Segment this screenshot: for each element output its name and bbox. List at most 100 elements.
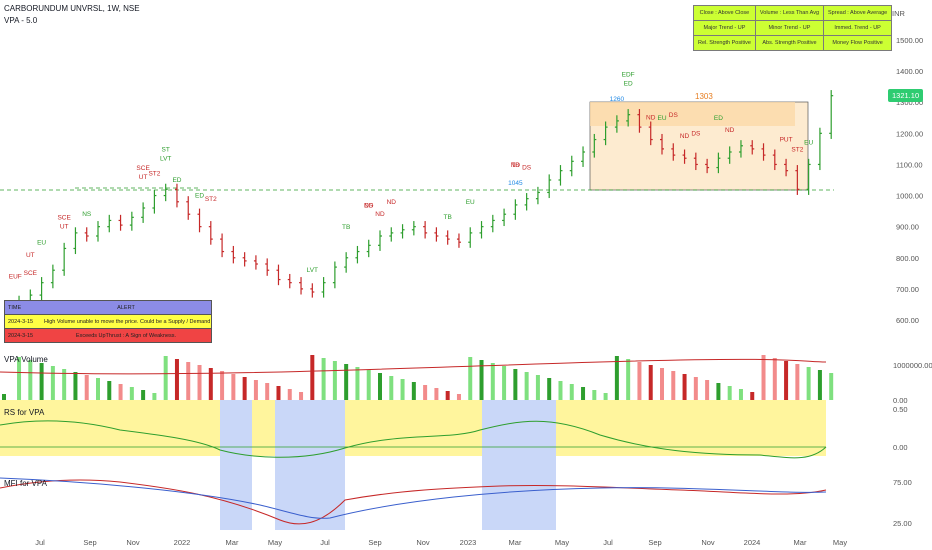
volume-bar [220, 371, 225, 400]
volume-tick: 0.00 [893, 396, 908, 405]
mfi-tick: 25.00 [893, 519, 912, 528]
price-tick: 900.00 [896, 223, 919, 232]
volume-bar [513, 369, 518, 400]
rs-lines [0, 420, 827, 459]
volume-bar [637, 362, 642, 400]
last-price-badge: 1321.10 [888, 89, 924, 102]
time-tick: Jul [603, 538, 613, 547]
volume-bar [502, 366, 507, 400]
volume-bar [299, 392, 304, 400]
volume-bar [682, 374, 687, 400]
price-axis[interactable]: 1500.00 1400.00 1300.00 1200.00 1100.00 1000.… [893, 36, 932, 528]
volume-bar [28, 360, 33, 400]
signal-label: DS [669, 112, 679, 119]
signal-label: ED [624, 81, 633, 88]
info-cell: Minor Trend - UP [754, 20, 825, 36]
volume-bar [772, 358, 777, 400]
volume-bar [231, 374, 236, 400]
info-cell: Abs. Strength Positive [754, 35, 825, 51]
signal-label: ND [680, 133, 690, 140]
signal-label: ST2 [205, 196, 217, 203]
signal-label: ST2 [148, 171, 160, 178]
volume-bar [671, 371, 676, 400]
range-box-label: 1303 [695, 92, 713, 101]
volume-bar [490, 363, 495, 400]
volume-bar [107, 381, 112, 400]
rs-pane-label[interactable]: RS for VPA [4, 408, 45, 417]
volume-bar [366, 370, 371, 400]
volume-bar [784, 361, 789, 400]
signal-label: PUT [780, 137, 793, 144]
volume-bar [434, 388, 439, 400]
time-tick: Mar [794, 538, 807, 547]
info-cell: Volume : Less Than Avg [754, 5, 825, 21]
time-tick: May [268, 538, 282, 547]
volume-bar [50, 366, 55, 400]
volume-bar [705, 380, 710, 400]
signal-label: EU [466, 199, 475, 206]
time-tick: 2023 [460, 538, 477, 547]
signal-label: DS [522, 165, 532, 172]
mfi-pane-label[interactable]: MFI for VPA [4, 479, 47, 488]
price-tick: 1000.00 [896, 192, 923, 201]
volume-bar [253, 380, 258, 400]
mfi-pane-bg [0, 462, 826, 530]
currency-label: INR [892, 9, 905, 18]
signal-label: SCE [24, 270, 38, 277]
signal-label: ST2 [791, 146, 803, 153]
price-tick: 1200.00 [896, 129, 923, 138]
volume-bar [727, 386, 732, 400]
signal-label: SCE [57, 214, 71, 221]
range-box-top [590, 102, 795, 126]
volume-bar [208, 368, 213, 400]
signal-label: UT [26, 252, 35, 259]
info-cell: Immed. Trend - UP [823, 20, 893, 36]
volume-bar [614, 356, 619, 400]
volume-bar [310, 355, 315, 400]
volume-bar [795, 364, 800, 400]
volume-bar [141, 390, 146, 400]
rs-line [0, 420, 827, 459]
volume-bar [39, 363, 44, 400]
rs-pane-blue-2 [275, 400, 345, 530]
volume-bar [592, 390, 597, 400]
signal-label: LVT [307, 267, 318, 274]
signal-label: ND [387, 199, 397, 206]
time-axis[interactable]: Jul Sep Nov 2022 Mar May Jul Sep Nov 2023 Mar May Ju… [35, 538, 847, 547]
signal-label: UT [139, 174, 148, 181]
indicator-name[interactable]: VPA - 5.0 [4, 16, 38, 25]
price-tick: 1500.00 [896, 36, 923, 45]
info-cell: Close : Above Close [693, 5, 756, 21]
volume-bar [750, 392, 755, 400]
time-tick: Sep [648, 538, 661, 547]
volume-bar [186, 362, 191, 400]
time-tick: Jul [35, 538, 45, 547]
volume-average-line [0, 358, 827, 375]
alert-box: TIME ALERT 2024-3-15 High Volume unable … [4, 300, 212, 343]
volume-bar [321, 358, 326, 400]
volume-bar [547, 378, 552, 400]
mfi-lines [0, 477, 827, 525]
volume-bar [62, 369, 67, 400]
alert-alert-header: ALERT [117, 304, 135, 311]
time-tick: Sep [368, 538, 381, 547]
vpa-info-table: Close : Above Close Volume : Less Than A… [693, 5, 893, 51]
info-cell: Rel. Strength Positive [693, 35, 756, 51]
volume-bar [829, 373, 834, 400]
volume-bar [693, 377, 698, 400]
price-tick: 800.00 [896, 254, 919, 263]
signal-label: EDF [622, 72, 635, 79]
signal-label: 1045 [508, 180, 523, 187]
volume-bar [118, 384, 123, 400]
signal-label: ST [162, 146, 170, 153]
mfi-tick: 75.00 [893, 478, 912, 487]
signal-label: TB [511, 162, 519, 169]
volume-pane-label[interactable]: VPA Volume [4, 355, 48, 364]
volume-bar [738, 389, 743, 400]
time-tick: Jul [320, 538, 330, 547]
price-tick: 1100.00 [896, 160, 923, 169]
volume-bar [84, 375, 89, 400]
volume-bar [423, 385, 428, 400]
